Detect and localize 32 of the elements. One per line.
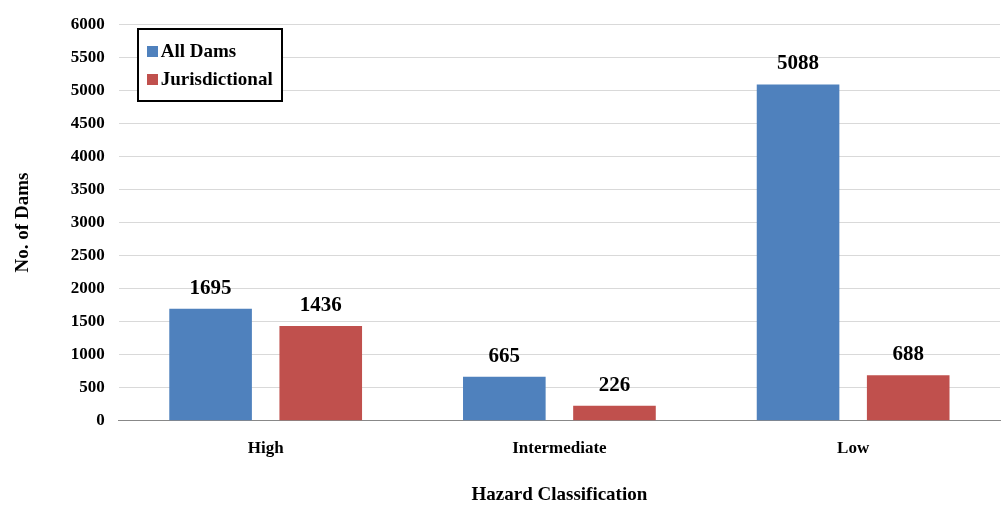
data-label: 1695	[189, 274, 232, 299]
y-tick-label: 3500	[70, 178, 105, 198]
y-tick-label: 5500	[70, 46, 105, 66]
y-tick-label: 1000	[70, 344, 105, 364]
y-tick-label: 6000	[70, 13, 105, 33]
bar	[279, 325, 363, 421]
y-tick-label: 0	[96, 410, 105, 430]
bar	[866, 375, 950, 421]
data-label: 688	[892, 341, 924, 366]
y-tick-label: 3000	[70, 211, 105, 231]
y-tick-label: 500	[79, 377, 105, 397]
y-tick-label: 4500	[70, 112, 105, 132]
data-label: 5088	[777, 50, 820, 75]
legend-label: All Dams	[160, 40, 237, 63]
data-label: 1436	[299, 291, 342, 316]
y-axis-title: No. of Dams	[11, 172, 33, 273]
y-tick-label: 1500	[70, 311, 105, 331]
legend-label: Jurisdictional	[160, 68, 273, 91]
data-label: 665	[488, 342, 521, 367]
y-tick-label: 5000	[70, 79, 105, 99]
y-tick-label: 2000	[70, 277, 105, 297]
x-tick-label: Intermediate	[512, 438, 608, 458]
data-label: 226	[598, 371, 631, 396]
bar	[573, 405, 656, 421]
y-tick-label: 2500	[70, 244, 105, 264]
x-axis-title: Hazard Classification	[471, 482, 648, 504]
x-tick-label: High	[247, 438, 285, 458]
bar	[169, 308, 252, 421]
bar	[756, 84, 840, 421]
bar	[463, 376, 546, 421]
x-tick-label: Low	[837, 438, 870, 458]
y-tick-label: 4000	[70, 145, 105, 165]
